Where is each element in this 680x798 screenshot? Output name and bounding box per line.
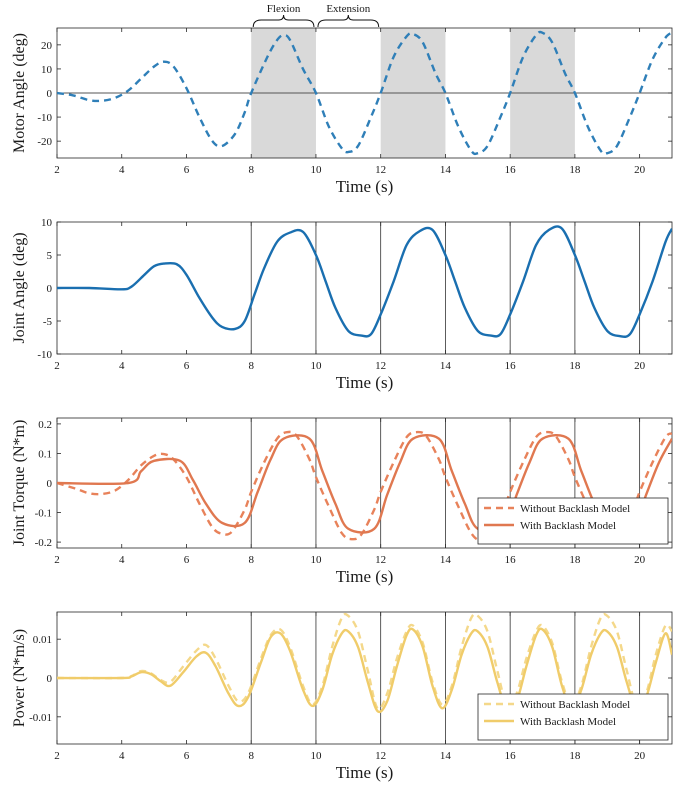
x-tick-label: 14 [440, 360, 452, 372]
legend-entry-2: With Backlash Model [520, 520, 616, 532]
x-tick-label: 4 [119, 164, 125, 176]
subplot-2: 2 4 6 8 10 12 14 16 18 20 -10 -5 0 5 10 Time (s) Joint A… [11, 217, 673, 392]
x-tick-label: 6 [184, 164, 190, 176]
y-tick-label: 0 [47, 88, 53, 100]
x-tick-label: 6 [184, 360, 190, 372]
x-tick-label: 8 [248, 360, 254, 372]
x-tick-label: 18 [569, 360, 581, 372]
x-tick-label: 10 [310, 360, 322, 372]
x-tick-label: 20 [634, 164, 646, 176]
legend-box [477, 497, 669, 545]
x-tick-label: 4 [119, 554, 125, 566]
x-tick-label: 14 [440, 554, 452, 566]
series-line-2 [57, 627, 672, 714]
x-tick-label: 20 [634, 750, 646, 762]
x-tick-label: 10 [310, 554, 322, 566]
series-line-2 [57, 433, 672, 534]
x-axis-label: Time (s) [336, 177, 393, 196]
y-tick-label: 0.2 [38, 419, 52, 431]
y-tick-label: 10 [41, 217, 53, 229]
x-tick-label: 18 [569, 164, 581, 176]
annotation-brace-1 [252, 14, 315, 28]
x-tick-label: 2 [54, 554, 60, 566]
x-tick-label: 2 [54, 360, 60, 372]
subplot-4: 2 4 6 8 10 12 14 16 18 20 -0.01 0 0.01 Time (s) Power … [11, 611, 673, 782]
y-tick-label: -0.1 [35, 508, 52, 520]
x-axis-label: Time (s) [336, 763, 393, 782]
x-axis-label: Time (s) [336, 373, 393, 392]
x-tick-label: 8 [248, 164, 254, 176]
x-tick-label: 12 [375, 164, 386, 176]
x-tick-label: 18 [569, 750, 581, 762]
y-tick-label: 0 [47, 673, 53, 685]
x-tick-label: 16 [505, 750, 517, 762]
legend-entry-2: With Backlash Model [520, 716, 616, 728]
y-tick-label: -10 [37, 112, 52, 124]
y-tick-label: -0.01 [29, 712, 52, 724]
y-axis-label: Joint Torque (N*m) [11, 420, 28, 547]
x-tick-label: 20 [634, 554, 646, 566]
subplot-3: 2 4 6 8 10 12 14 16 18 20 -0.2 -0.1 0 0.1 0.2 Time (s) J… [11, 417, 673, 586]
annotation-label-2: Extension [326, 3, 370, 15]
y-tick-label: -0.2 [35, 537, 52, 549]
series-line-1 [57, 30, 672, 156]
y-tick-label: 5 [47, 250, 53, 262]
x-tick-label: 14 [440, 164, 452, 176]
x-tick-label: 8 [248, 750, 254, 762]
legend-entry-1: Without Backlash Model [520, 699, 630, 711]
y-tick-label: 10 [41, 64, 53, 76]
x-tick-label: 12 [375, 360, 386, 372]
x-tick-label: 16 [505, 164, 517, 176]
y-tick-label: 0 [47, 478, 53, 490]
legend-entry-1: Without Backlash Model [520, 503, 630, 515]
annotation-label-1: Flexion [267, 3, 301, 15]
subplot-1: 2 4 6 8 10 12 14 16 18 20 -20 -10 0 10 20 Time (s) Motor… [11, 3, 673, 196]
x-tick-label: 12 [375, 554, 386, 566]
x-tick-label: 6 [184, 554, 190, 566]
x-tick-label: 16 [505, 360, 517, 372]
y-tick-label: -5 [43, 316, 53, 328]
x-tick-label: 4 [119, 360, 125, 372]
x-tick-label: 18 [569, 554, 581, 566]
y-tick-label: -10 [37, 349, 52, 361]
x-tick-label: 4 [119, 750, 125, 762]
annotation-brace-2 [317, 14, 380, 28]
series-line-1 [57, 225, 672, 338]
y-tick-label: -20 [37, 136, 52, 148]
x-tick-label: 10 [310, 750, 322, 762]
axes-box [56, 221, 673, 355]
y-tick-label: 0 [47, 283, 53, 295]
x-tick-label: 20 [634, 360, 646, 372]
x-tick-label: 10 [310, 164, 322, 176]
legend: Without Backlash Model With Backlash Mode… [477, 497, 669, 545]
legend-box [477, 693, 669, 741]
y-axis-label: Motor Angle (deg) [11, 33, 28, 153]
x-tick-label: 8 [248, 554, 254, 566]
x-tick-label: 16 [505, 554, 517, 566]
x-tick-label: 2 [54, 750, 60, 762]
x-tick-label: 6 [184, 750, 190, 762]
x-axis-label: Time (s) [336, 567, 393, 586]
x-tick-label: 14 [440, 750, 452, 762]
y-tick-label: 20 [41, 40, 53, 52]
x-tick-label: 2 [54, 164, 60, 176]
y-tick-label: 0.1 [38, 448, 52, 460]
y-tick-label: 0.01 [33, 634, 52, 646]
y-axis-label: Power (N*m/s) [11, 629, 28, 727]
y-axis-label: Joint Angle (deg) [11, 232, 28, 343]
x-tick-label: 12 [375, 750, 386, 762]
legend: Without Backlash Model With Backlash Mode… [477, 693, 669, 741]
